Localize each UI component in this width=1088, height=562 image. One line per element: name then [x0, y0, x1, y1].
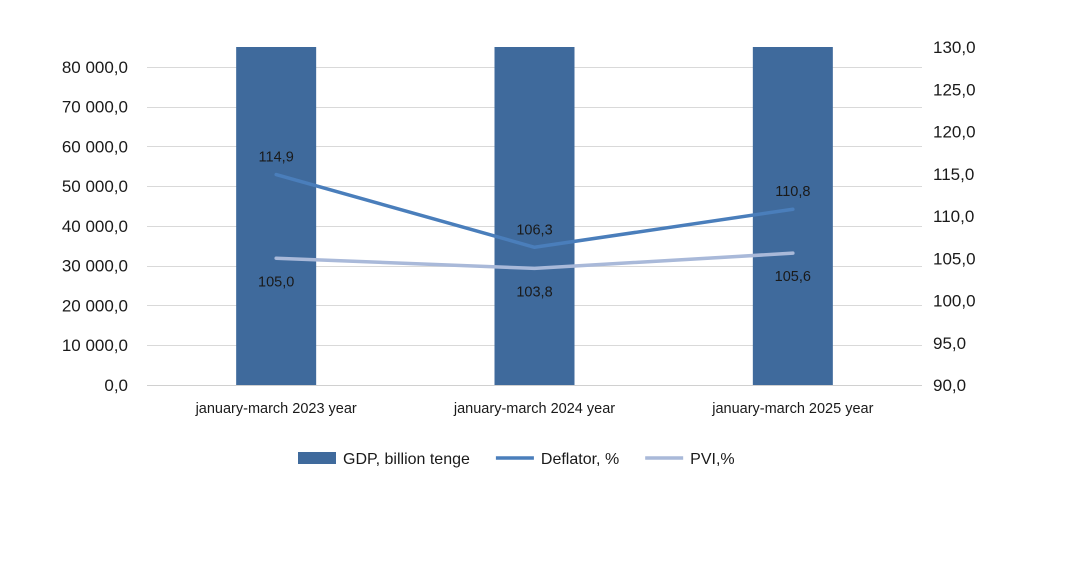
left-tick-label: 50 000,0: [62, 177, 128, 196]
gdp-bar: [752, 47, 833, 385]
left-tick-label: 0,0: [104, 376, 128, 395]
right-tick-label: 110,0: [933, 207, 974, 226]
data-labels: 114,9 106,3 110,8 105,0 103,8 105,6: [258, 150, 811, 301]
right-tick-label: 90,0: [933, 376, 966, 395]
pvi-data-label: 103,8: [516, 284, 552, 300]
deflator-data-label: 106,3: [516, 222, 552, 238]
left-tick-label: 10 000,0: [62, 336, 128, 355]
legend-label: GDP, billion tenge: [343, 451, 470, 468]
pvi-data-label: 105,0: [258, 274, 294, 290]
left-tick-label: 20 000,0: [62, 296, 128, 315]
right-tick-label: 125,0: [933, 80, 976, 99]
right-tick-label: 105,0: [933, 249, 976, 268]
legend-label: Deflator, %: [541, 451, 619, 468]
deflator-data-label: 110,8: [775, 184, 810, 200]
left-tick-label: 60 000,0: [62, 137, 128, 156]
right-tick-label: 120,0: [933, 123, 976, 142]
legend-swatch-gdp: [298, 452, 336, 464]
left-tick-label: 80 000,0: [62, 58, 128, 77]
right-tick-label: 100,0: [933, 292, 976, 311]
legend: GDP, billion tenge Deflator, % PVI,%: [298, 451, 735, 468]
gdp-bar: [236, 47, 317, 385]
x-category-label: january-march 2024 year: [453, 401, 615, 417]
left-tick-label: 30 000,0: [62, 257, 128, 276]
gdp-bar: [494, 47, 575, 385]
right-tick-label: 115,0: [933, 165, 974, 184]
right-y-axis: 90,0 95,0 100,0 105,0 110,0 115,0 120,0 125,0 13…: [933, 38, 976, 395]
gdp-bars: [236, 47, 833, 385]
x-axis: january-march 2023 year january-march 202…: [195, 401, 874, 417]
pvi-line: [274, 251, 795, 271]
pvi-data-label: 105,6: [775, 269, 811, 285]
legend-label: PVI,%: [690, 451, 734, 468]
right-tick-label: 95,0: [933, 334, 966, 353]
x-category-label: january-march 2025 year: [711, 401, 873, 417]
left-y-axis: 0,0 10 000,0 20 000,0 30 000,0 40 000,0 50 00…: [62, 58, 128, 395]
x-category-label: january-march 2023 year: [195, 401, 357, 417]
left-tick-label: 70 000,0: [62, 98, 128, 117]
right-tick-label: 130,0: [933, 38, 976, 57]
deflator-data-label: 114,9: [259, 150, 294, 166]
left-tick-label: 40 000,0: [62, 217, 128, 236]
deflator-line: [274, 172, 795, 250]
line-series: [274, 172, 795, 271]
